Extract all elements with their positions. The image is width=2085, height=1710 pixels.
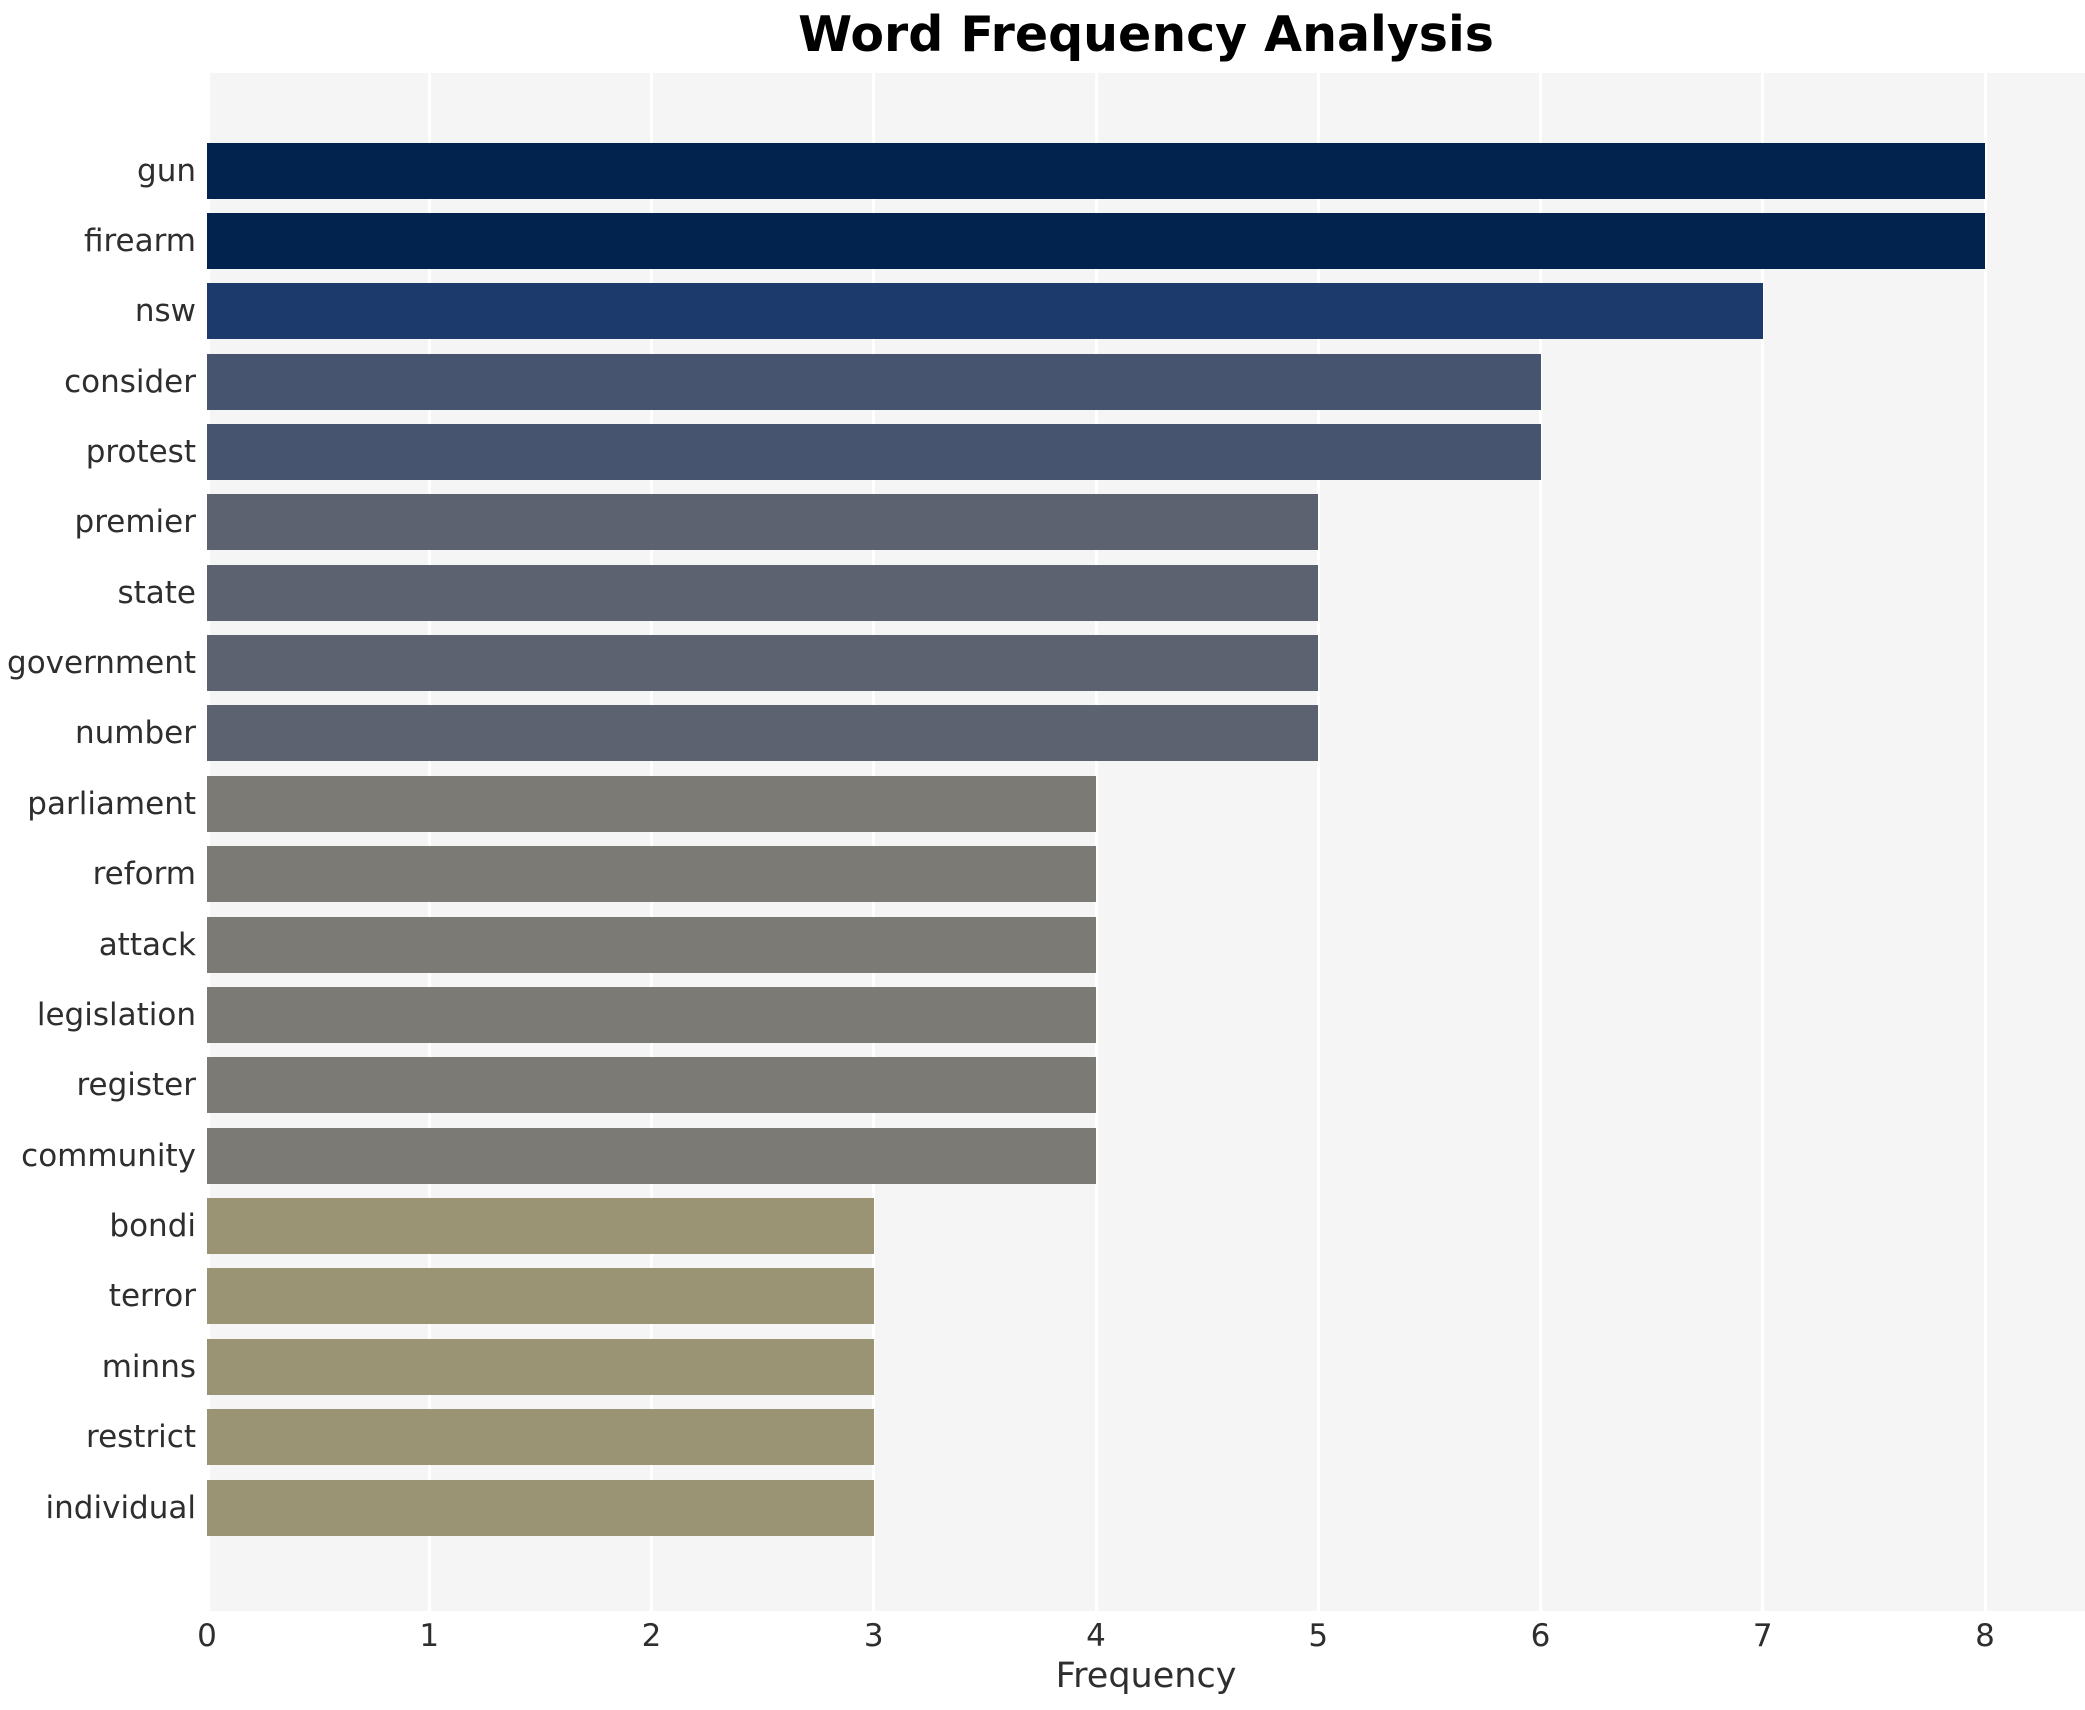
bar-premier	[207, 494, 1319, 551]
x-tick-6: 6	[1530, 1618, 1551, 1654]
y-label-minns: minns	[101, 1348, 196, 1385]
x-tick-4: 4	[1086, 1618, 1106, 1654]
y-label-government: government	[7, 645, 196, 682]
gridline-x-5	[1316, 73, 1320, 1611]
y-label-state: state	[117, 574, 196, 611]
y-label-premier: premier	[74, 504, 196, 541]
gridline-x-1	[427, 73, 431, 1611]
y-label-community: community	[21, 1137, 196, 1174]
bar-state	[207, 564, 1319, 621]
x-tick-2: 2	[641, 1618, 662, 1654]
bar-consider	[207, 353, 1541, 410]
bar-firearm	[207, 212, 1985, 269]
gridline-x-8	[1983, 73, 1987, 1611]
bar-parliament	[207, 775, 1096, 832]
x-axis-label: Frequency	[1055, 1656, 1237, 1696]
bar-reform	[207, 846, 1096, 903]
x-tick-3: 3	[863, 1618, 884, 1654]
x-tick-5: 5	[1308, 1618, 1329, 1654]
bar-nsw	[207, 283, 1763, 340]
bar-restrict	[207, 1409, 874, 1466]
x-tick-7: 7	[1752, 1618, 1773, 1654]
bar-government	[207, 635, 1319, 692]
y-label-gun: gun	[137, 152, 196, 189]
bar-terror	[207, 1268, 874, 1325]
y-label-terror: terror	[108, 1278, 196, 1315]
gridline-x-2	[650, 73, 653, 1611]
y-label-attack: attack	[98, 926, 196, 963]
bar-minns	[207, 1338, 874, 1395]
y-label-legislation: legislation	[36, 996, 196, 1033]
gridline-x-0	[207, 73, 210, 1611]
y-label-firearm: firearm	[83, 222, 196, 259]
bar-register	[207, 1057, 1096, 1114]
bar-community	[207, 1127, 1096, 1184]
gridline-x-7	[1761, 73, 1765, 1611]
y-label-consider: consider	[64, 363, 196, 400]
y-label-number: number	[75, 715, 196, 752]
x-tick-8: 8	[1975, 1618, 1995, 1654]
y-label-register: register	[76, 1067, 196, 1104]
bar-individual	[207, 1479, 874, 1536]
y-label-protest: protest	[85, 433, 196, 470]
gridline-x-3	[872, 73, 876, 1611]
y-label-restrict: restrict	[86, 1419, 196, 1456]
bar-bondi	[207, 1198, 874, 1255]
gridline-x-4	[1094, 73, 1098, 1611]
bar-number	[207, 705, 1319, 762]
y-label-bondi: bondi	[109, 1208, 196, 1245]
y-label-nsw: nsw	[134, 293, 196, 330]
y-label-individual: individual	[45, 1489, 196, 1526]
bar-legislation	[207, 986, 1096, 1043]
gridline-x-6	[1539, 73, 1542, 1611]
y-label-parliament: parliament	[27, 785, 196, 822]
y-label-reform: reform	[92, 856, 196, 893]
x-tick-0: 0	[197, 1618, 217, 1654]
plot-area	[207, 73, 2085, 1611]
bar-protest	[207, 423, 1541, 480]
bar-attack	[207, 916, 1096, 973]
chart-title: Word Frequency Analysis	[798, 6, 1494, 63]
x-tick-1: 1	[419, 1618, 440, 1654]
bar-gun	[207, 142, 1985, 199]
